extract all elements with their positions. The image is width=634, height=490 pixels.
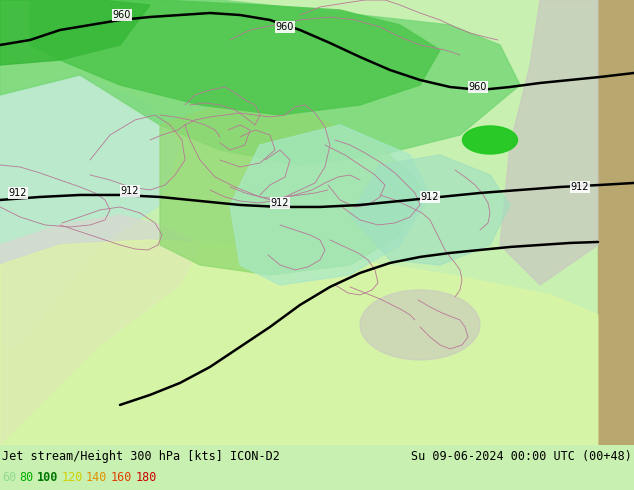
Text: 60: 60 [2,471,16,485]
Text: 80: 80 [20,471,34,485]
Text: Su 09-06-2024 00:00 UTC (00+48): Su 09-06-2024 00:00 UTC (00+48) [411,450,632,463]
Text: 912: 912 [271,198,289,208]
Polygon shape [0,215,200,445]
Polygon shape [160,105,420,275]
Text: 120: 120 [61,471,83,485]
Polygon shape [0,0,520,165]
Text: 160: 160 [110,471,132,485]
Text: 912: 912 [571,182,589,192]
Bar [598,0,634,445]
Text: 912: 912 [9,188,27,198]
Ellipse shape [462,126,517,154]
Polygon shape [30,0,440,115]
Text: 960: 960 [469,82,487,92]
Polygon shape [350,155,510,265]
Polygon shape [0,240,598,445]
Text: 912: 912 [120,186,139,196]
Polygon shape [0,75,180,345]
Text: 960: 960 [276,22,294,32]
Text: 140: 140 [86,471,107,485]
Text: 960: 960 [113,10,131,20]
Text: 180: 180 [135,471,157,485]
Polygon shape [500,0,598,285]
Text: Jet stream/Height 300 hPa [kts] ICON-D2: Jet stream/Height 300 hPa [kts] ICON-D2 [2,450,280,463]
Text: 912: 912 [421,192,439,202]
Text: 100: 100 [37,471,58,485]
Polygon shape [230,125,430,285]
Ellipse shape [360,290,480,360]
Polygon shape [0,0,150,65]
